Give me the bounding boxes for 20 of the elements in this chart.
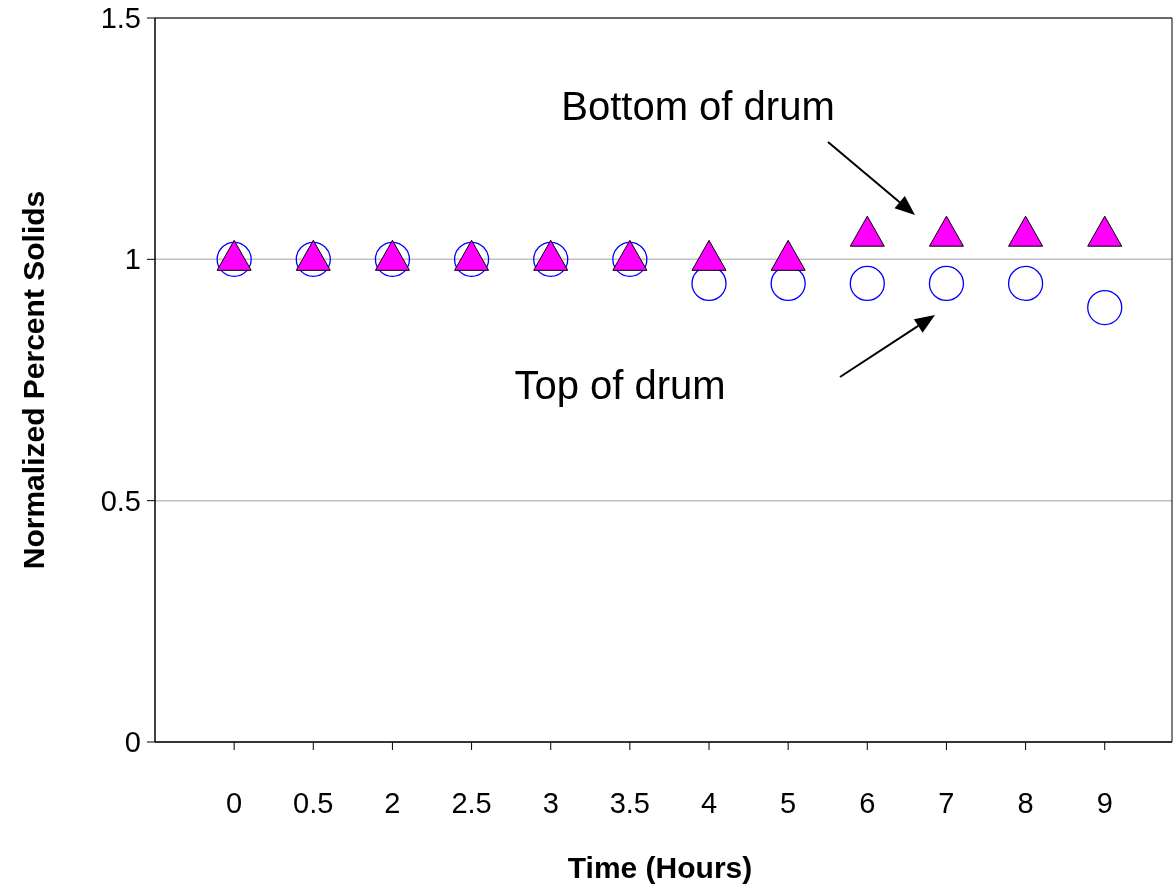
x-tick-label: 2.5 — [451, 787, 492, 819]
x-tick-label: 5 — [780, 787, 797, 819]
x-axis-title: Time (Hours) — [567, 851, 753, 884]
x-tick-label: 0.5 — [293, 787, 334, 819]
y-tick-label: 1 — [124, 243, 141, 276]
x-tick-label: 3 — [542, 787, 559, 819]
y-tick-label: 1.5 — [100, 2, 141, 34]
x-tick-label: 4 — [700, 787, 718, 819]
x-tick-label: 6 — [859, 787, 876, 819]
x-tick-label: 2 — [384, 787, 401, 819]
y-tick-label: 0.5 — [100, 484, 141, 517]
x-tick-label: 9 — [1096, 787, 1113, 819]
x-tick-label: 8 — [1017, 787, 1034, 819]
x-tick-label: 3.5 — [609, 787, 651, 819]
y-axis-title: Normalized Percent Solids — [17, 190, 50, 570]
y-tick-label: 0 — [124, 726, 141, 758]
x-tick-label: 0 — [226, 787, 243, 819]
x-tick-label: 7 — [938, 787, 955, 819]
annotation: Bottom of drum — [561, 84, 835, 128]
annotation: Top of drum — [514, 363, 726, 407]
